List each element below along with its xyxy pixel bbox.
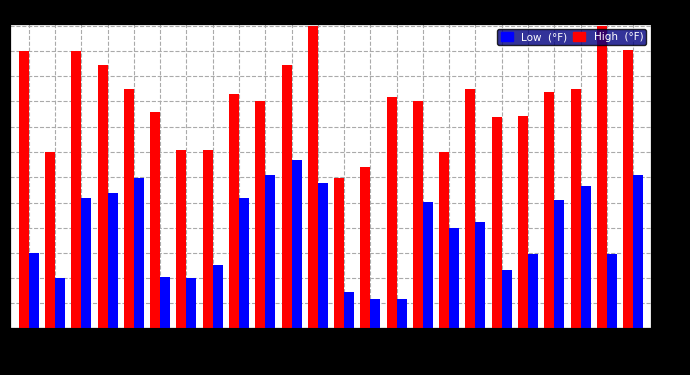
- Bar: [71, 51, 81, 375]
- Bar: [81, 198, 91, 375]
- Title: Dew Point Daily High/Low 20120829: Dew Point Daily High/Low 20120829: [180, 6, 482, 24]
- Bar: [292, 160, 302, 375]
- Bar: [98, 65, 108, 375]
- Bar: [19, 51, 29, 375]
- Bar: [160, 277, 170, 375]
- Bar: [318, 183, 328, 375]
- Bar: [334, 178, 344, 375]
- Bar: [633, 175, 643, 375]
- Bar: [265, 175, 275, 375]
- Bar: [150, 112, 160, 375]
- Bar: [397, 298, 406, 375]
- Bar: [449, 228, 459, 375]
- Text: Copyright 2012 Cartronics.com: Copyright 2012 Cartronics.com: [10, 10, 181, 21]
- Bar: [623, 50, 633, 375]
- Bar: [607, 254, 617, 375]
- Bar: [466, 89, 475, 375]
- Bar: [423, 202, 433, 375]
- Bar: [554, 201, 564, 375]
- Bar: [308, 26, 318, 375]
- Bar: [386, 97, 397, 375]
- Bar: [544, 92, 554, 375]
- Bar: [29, 253, 39, 375]
- Bar: [492, 117, 502, 375]
- Bar: [134, 178, 144, 375]
- Bar: [502, 270, 512, 375]
- Bar: [55, 278, 65, 375]
- Bar: [440, 152, 449, 375]
- Bar: [186, 278, 197, 375]
- Bar: [518, 116, 528, 375]
- Bar: [177, 150, 186, 375]
- Bar: [108, 193, 117, 375]
- Bar: [528, 254, 538, 375]
- Bar: [203, 150, 213, 375]
- Bar: [371, 298, 380, 375]
- Bar: [255, 101, 265, 375]
- Bar: [239, 198, 249, 375]
- Bar: [360, 168, 371, 375]
- Bar: [344, 291, 354, 375]
- Bar: [475, 222, 486, 375]
- Bar: [45, 152, 55, 375]
- Bar: [597, 26, 607, 375]
- Legend: Low  (°F), High  (°F): Low (°F), High (°F): [497, 29, 647, 45]
- Bar: [213, 265, 223, 375]
- Bar: [229, 94, 239, 375]
- Bar: [124, 89, 134, 375]
- Bar: [282, 65, 292, 375]
- Bar: [413, 102, 423, 375]
- Bar: [571, 89, 580, 375]
- Bar: [580, 186, 591, 375]
